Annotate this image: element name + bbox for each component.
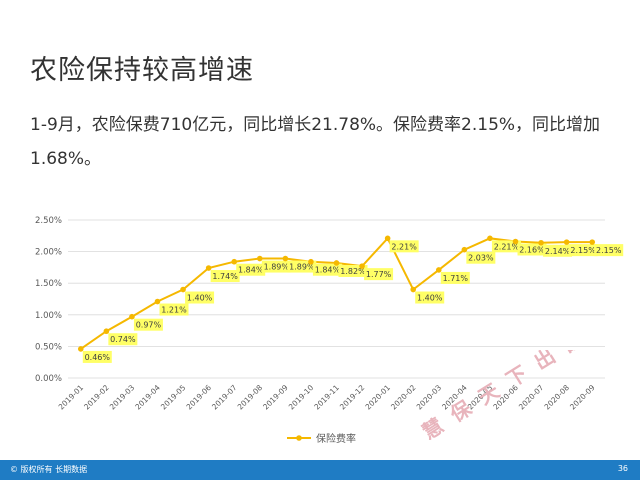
- data-label: 1.82%: [340, 267, 366, 276]
- data-point: [154, 298, 161, 305]
- data-label-bg: [389, 240, 419, 253]
- data-label-bg: [440, 271, 470, 284]
- data-label-bg: [210, 270, 240, 283]
- data-label: 2.14%: [545, 247, 571, 256]
- data-point: [231, 258, 238, 265]
- y-tick-label: 0.00%: [35, 374, 62, 384]
- x-tick-label: 2019-05: [159, 383, 188, 412]
- data-label-bg: [415, 291, 445, 304]
- data-point: [435, 267, 442, 273]
- data-label-bg: [261, 260, 291, 273]
- data-point: [487, 235, 493, 242]
- data-label: 1.84%: [315, 266, 341, 275]
- data-point: [77, 346, 84, 352]
- data-label: 1.21%: [161, 306, 187, 315]
- footer-bar: © 版权所有 长期数据 36: [0, 460, 640, 480]
- data-label: 2.21%: [391, 242, 417, 251]
- data-point: [333, 260, 340, 266]
- data-label: 1.84%: [238, 266, 264, 275]
- data-point: [205, 265, 212, 271]
- data-label-bg: [594, 244, 624, 257]
- x-tick-label: 2019-06: [185, 383, 214, 412]
- data-label-bg: [185, 291, 215, 304]
- data-label: 2.21%: [494, 242, 520, 251]
- data-point: [538, 239, 544, 246]
- data-label: 0.97%: [136, 321, 162, 330]
- data-label-bg: [543, 244, 573, 257]
- summary-text: 1-9月，农险保费710亿元，同比增长21.78%。保险费率2.15%，同比增加…: [30, 108, 620, 176]
- summary-line-2: 1.68%。: [30, 149, 102, 169]
- data-label-bg: [364, 268, 394, 281]
- y-tick-label: 0.50%: [35, 342, 62, 352]
- data-point: [282, 255, 289, 262]
- y-tick-label: 1.50%: [35, 279, 62, 289]
- data-label-bg: [133, 318, 163, 331]
- footer-copyright: © 版权所有 长期数据: [10, 465, 88, 474]
- data-label-bg: [568, 244, 598, 257]
- data-point: [461, 246, 468, 253]
- data-label: 0.46%: [85, 353, 111, 362]
- data-point: [563, 239, 570, 245]
- data-label: 2.03%: [468, 254, 494, 263]
- x-tick-label: 2019-02: [82, 383, 111, 412]
- x-tick-label: 2019-12: [338, 383, 367, 412]
- x-tick-label: 2020-02: [389, 383, 418, 412]
- watermark: 慧 保 天 下 出 品: [418, 350, 590, 444]
- data-label-bg: [82, 350, 112, 363]
- data-point: [308, 258, 314, 265]
- legend-marker: [296, 435, 302, 441]
- y-tick-label: 2.50%: [35, 216, 62, 226]
- summary-line-1: 1-9月，农险保费710亿元，同比增长21.78%。保险费率2.15%，同比增加: [30, 115, 601, 135]
- data-label-bg: [466, 251, 496, 264]
- data-point: [359, 263, 365, 269]
- data-point: [384, 235, 391, 242]
- x-tick-label: 2019-03: [108, 383, 137, 412]
- data-label-bg: [517, 243, 547, 256]
- data-label: 2.16%: [519, 245, 545, 254]
- data-label: 1.71%: [443, 274, 469, 283]
- legend-label: 保险费率: [316, 432, 356, 445]
- data-point: [129, 313, 135, 320]
- data-point: [180, 286, 186, 293]
- data-point: [103, 328, 110, 335]
- data-point: [410, 286, 417, 293]
- data-label-bg: [312, 263, 342, 276]
- x-tick-label: 2019-04: [133, 383, 162, 412]
- data-label: 2.15%: [570, 246, 596, 255]
- data-point: [512, 238, 519, 245]
- watermark-text: 慧 保 天 下 出 品: [418, 350, 590, 444]
- data-label: 1.77%: [366, 270, 392, 279]
- y-tick-label: 1.00%: [35, 311, 62, 321]
- data-label: 1.89%: [264, 263, 290, 272]
- data-label-bg: [108, 333, 138, 346]
- data-label: 1.89%: [289, 263, 315, 272]
- x-tick-label: 2019-11: [312, 383, 341, 412]
- series-line: [80, 236, 593, 350]
- page-number: 36: [617, 464, 628, 473]
- data-label: 1.40%: [187, 294, 213, 303]
- data-label-bg: [159, 303, 189, 316]
- data-point: [256, 255, 263, 262]
- x-tick-label: 2019-07: [210, 383, 239, 412]
- data-label: 2.15%: [596, 246, 622, 255]
- x-tick-label: 2019-10: [287, 383, 316, 412]
- x-tick-label: 2020-01: [364, 383, 393, 412]
- data-label: 0.74%: [110, 335, 136, 344]
- page-title: 农险保持较高增速: [30, 55, 254, 86]
- data-label: 1.40%: [417, 294, 443, 303]
- data-label-bg: [236, 263, 266, 276]
- y-tick-label: 2.00%: [35, 248, 62, 258]
- insurance-rate-line-chart: 0.00%0.50%1.00%1.50%2.00%2.50%2019-01201…: [35, 216, 624, 445]
- x-tick-label: 2019-08: [236, 383, 265, 412]
- data-label: 1.74%: [212, 272, 238, 281]
- x-tick-label: 2019-09: [261, 383, 290, 412]
- x-tick-label: 2019-01: [57, 383, 86, 412]
- data-point: [589, 239, 596, 245]
